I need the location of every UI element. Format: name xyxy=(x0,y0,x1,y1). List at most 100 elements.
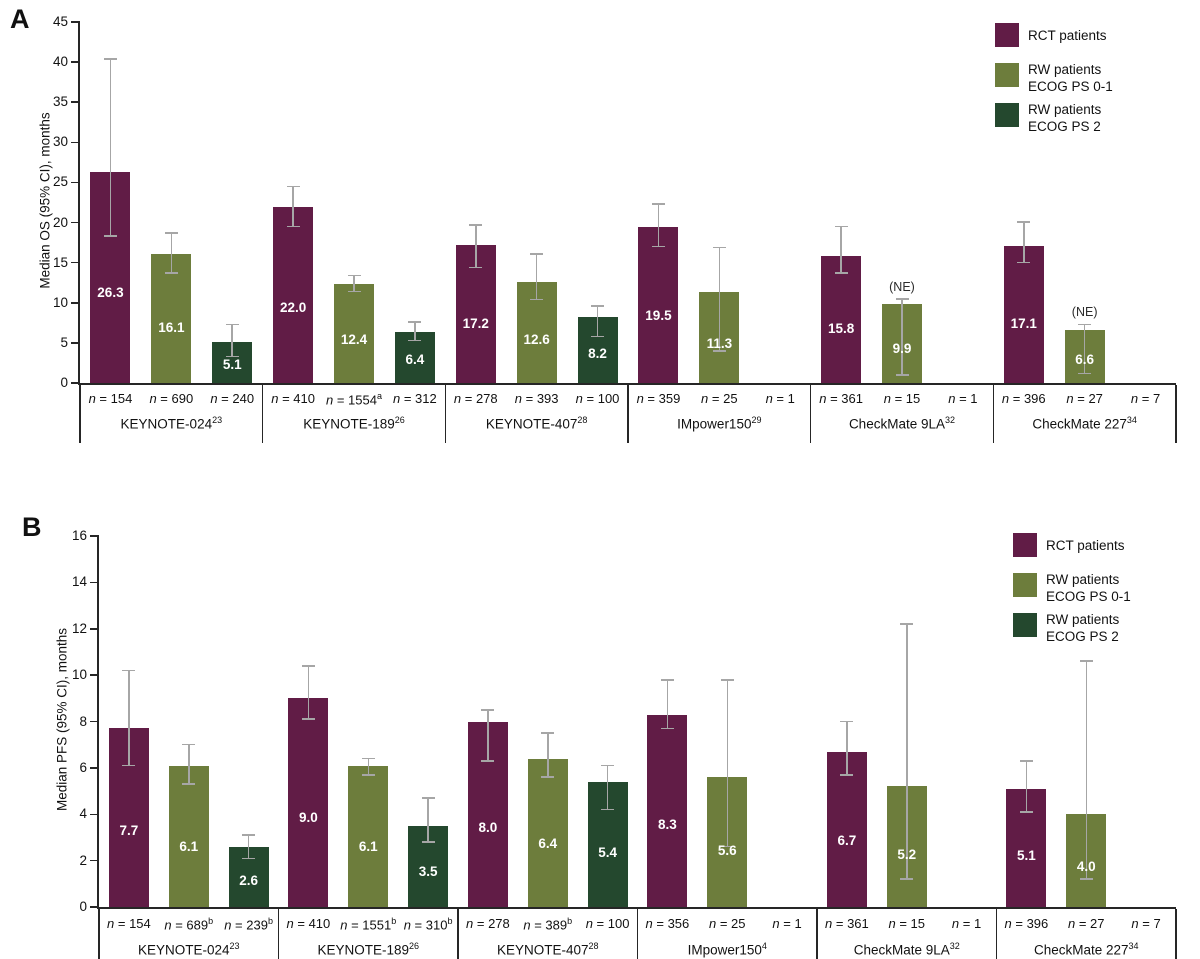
y-tick-mark xyxy=(90,535,97,537)
error-bar-cap-top xyxy=(182,743,196,746)
error-bar-cap-bottom xyxy=(122,764,136,767)
legend-swatch-rw2 xyxy=(995,103,1019,127)
n-label: n = 25 xyxy=(701,391,738,406)
bar-rct xyxy=(638,226,679,383)
trial-label: CheckMate 9LA32 xyxy=(848,415,956,432)
trial-label: CheckMate 22734 xyxy=(1032,415,1137,432)
y-tick-label: 25 xyxy=(52,174,68,190)
error-bar-cap-top xyxy=(421,797,435,799)
y-tick-mark xyxy=(71,181,78,184)
y-tick-mark xyxy=(90,813,97,815)
panel-b-median-pfs: B Median PFS (95% CI), months 0 2 4 6 8 10 12 1… xyxy=(0,500,1200,959)
n-label: n = 240 xyxy=(210,391,255,406)
group-divider xyxy=(261,385,264,443)
error-bar-cap-bottom xyxy=(301,718,315,720)
x-axis-line xyxy=(97,907,1176,909)
bar-value-label: 11.3 xyxy=(706,335,733,351)
legend-label-rw2: RW patients ECOG PS 2 xyxy=(1046,612,1120,644)
error-bar-cap-top xyxy=(900,623,914,625)
ne-annotation: (NE) xyxy=(1071,305,1098,320)
ne-annotation: (NE) xyxy=(889,279,915,294)
error-bar-line xyxy=(128,670,130,766)
legend-label-rw01: RW patients ECOG PS 0-1 xyxy=(1046,572,1131,604)
n-label: n = 154 xyxy=(107,916,151,931)
legend-swatch-rct xyxy=(1013,533,1037,557)
error-bar-cap-top xyxy=(834,225,848,228)
error-bar-cap-top xyxy=(895,298,909,300)
bar-rct xyxy=(273,206,314,383)
bar-rw01 xyxy=(151,253,192,383)
y-tick-mark xyxy=(71,302,78,304)
trial-label: KEYNOTE-18926 xyxy=(303,415,405,432)
error-bar-line xyxy=(906,624,908,880)
bar-value-label: 5.4 xyxy=(598,845,617,861)
error-bar-cap-bottom xyxy=(347,290,361,293)
error-bar-line xyxy=(718,247,721,351)
y-tick-label: 4 xyxy=(79,806,87,822)
n-label: n = 25 xyxy=(708,916,746,931)
n-label: n = 356 xyxy=(645,916,690,931)
bar-value-label: 6.6 xyxy=(1075,351,1095,367)
group-divider xyxy=(1175,385,1177,443)
error-bar-cap-top xyxy=(1079,660,1093,662)
n-label: n = 1554a xyxy=(325,391,382,408)
error-bar-cap-top xyxy=(840,720,854,723)
error-bar-cap-bottom xyxy=(1079,878,1093,880)
error-bar-line xyxy=(292,186,294,227)
y-tick-label: 0 xyxy=(60,375,68,390)
error-bar-cap-top xyxy=(601,764,615,767)
error-bar-cap-bottom xyxy=(408,339,422,342)
error-bar-cap-bottom xyxy=(834,272,848,274)
error-bar-line xyxy=(1023,221,1025,263)
y-tick-mark xyxy=(90,581,97,584)
error-bar-cap-bottom xyxy=(361,774,375,776)
n-label: n = 1551b xyxy=(340,916,397,933)
x-axis-line xyxy=(78,383,1176,385)
bar-value-label: 7.7 xyxy=(119,823,139,838)
bar-rct xyxy=(821,256,862,383)
y-tick-label: 30 xyxy=(52,134,68,150)
error-bar-line xyxy=(231,324,233,357)
y-tick-label: 0 xyxy=(79,899,87,914)
bar-value-label: 3.5 xyxy=(418,863,438,879)
error-bar-cap-top xyxy=(530,253,544,255)
group-divider xyxy=(98,909,100,959)
y-tick-label: 6 xyxy=(79,759,87,775)
error-bar-cap-bottom xyxy=(660,727,674,730)
group-divider xyxy=(992,385,995,443)
n-label: n = 1 xyxy=(765,391,795,406)
bar-value-label: 6.4 xyxy=(405,352,425,368)
bar-rct xyxy=(1003,245,1044,383)
error-bar-line xyxy=(353,275,355,292)
n-label: n = 100 xyxy=(575,391,620,406)
error-bar-cap-bottom xyxy=(481,760,495,762)
error-bar-cap-bottom xyxy=(712,350,726,352)
y-tick-label: 12 xyxy=(71,620,87,636)
error-bar-line xyxy=(666,679,669,729)
error-bar-cap-bottom xyxy=(1019,811,1033,813)
error-bar-cap-top xyxy=(242,834,256,836)
error-bar-cap-top xyxy=(164,232,178,234)
error-bar-line xyxy=(535,253,538,300)
y-tick-label: 45 xyxy=(52,14,68,29)
legend-swatch-rw01 xyxy=(995,63,1019,87)
legend-label-rw01: RW patients ECOG PS 0-1 xyxy=(1028,62,1113,94)
y-tick-label: 16 xyxy=(71,528,87,543)
legend-label-rw2: RW patients ECOG PS 2 xyxy=(1028,102,1102,134)
n-label: n = 396 xyxy=(1001,391,1046,406)
legend-swatch-rw2 xyxy=(1013,613,1037,637)
y-tick-label: 20 xyxy=(52,214,68,230)
bar-rct xyxy=(647,714,688,907)
trial-label: KEYNOTE-40728 xyxy=(485,415,588,432)
error-bar-cap-bottom xyxy=(591,335,605,338)
error-bar-cap-top xyxy=(408,321,422,323)
bar-rw01 xyxy=(348,765,389,907)
bar-value-label: 22.0 xyxy=(279,299,307,315)
error-bar-line xyxy=(547,733,549,778)
bar-value-label: 6.7 xyxy=(837,832,857,848)
group-divider xyxy=(444,385,447,443)
y-axis-line xyxy=(78,21,80,385)
error-bar-line xyxy=(846,721,848,775)
n-label: n = 278 xyxy=(453,391,498,406)
y-tick-label: 10 xyxy=(71,667,87,683)
